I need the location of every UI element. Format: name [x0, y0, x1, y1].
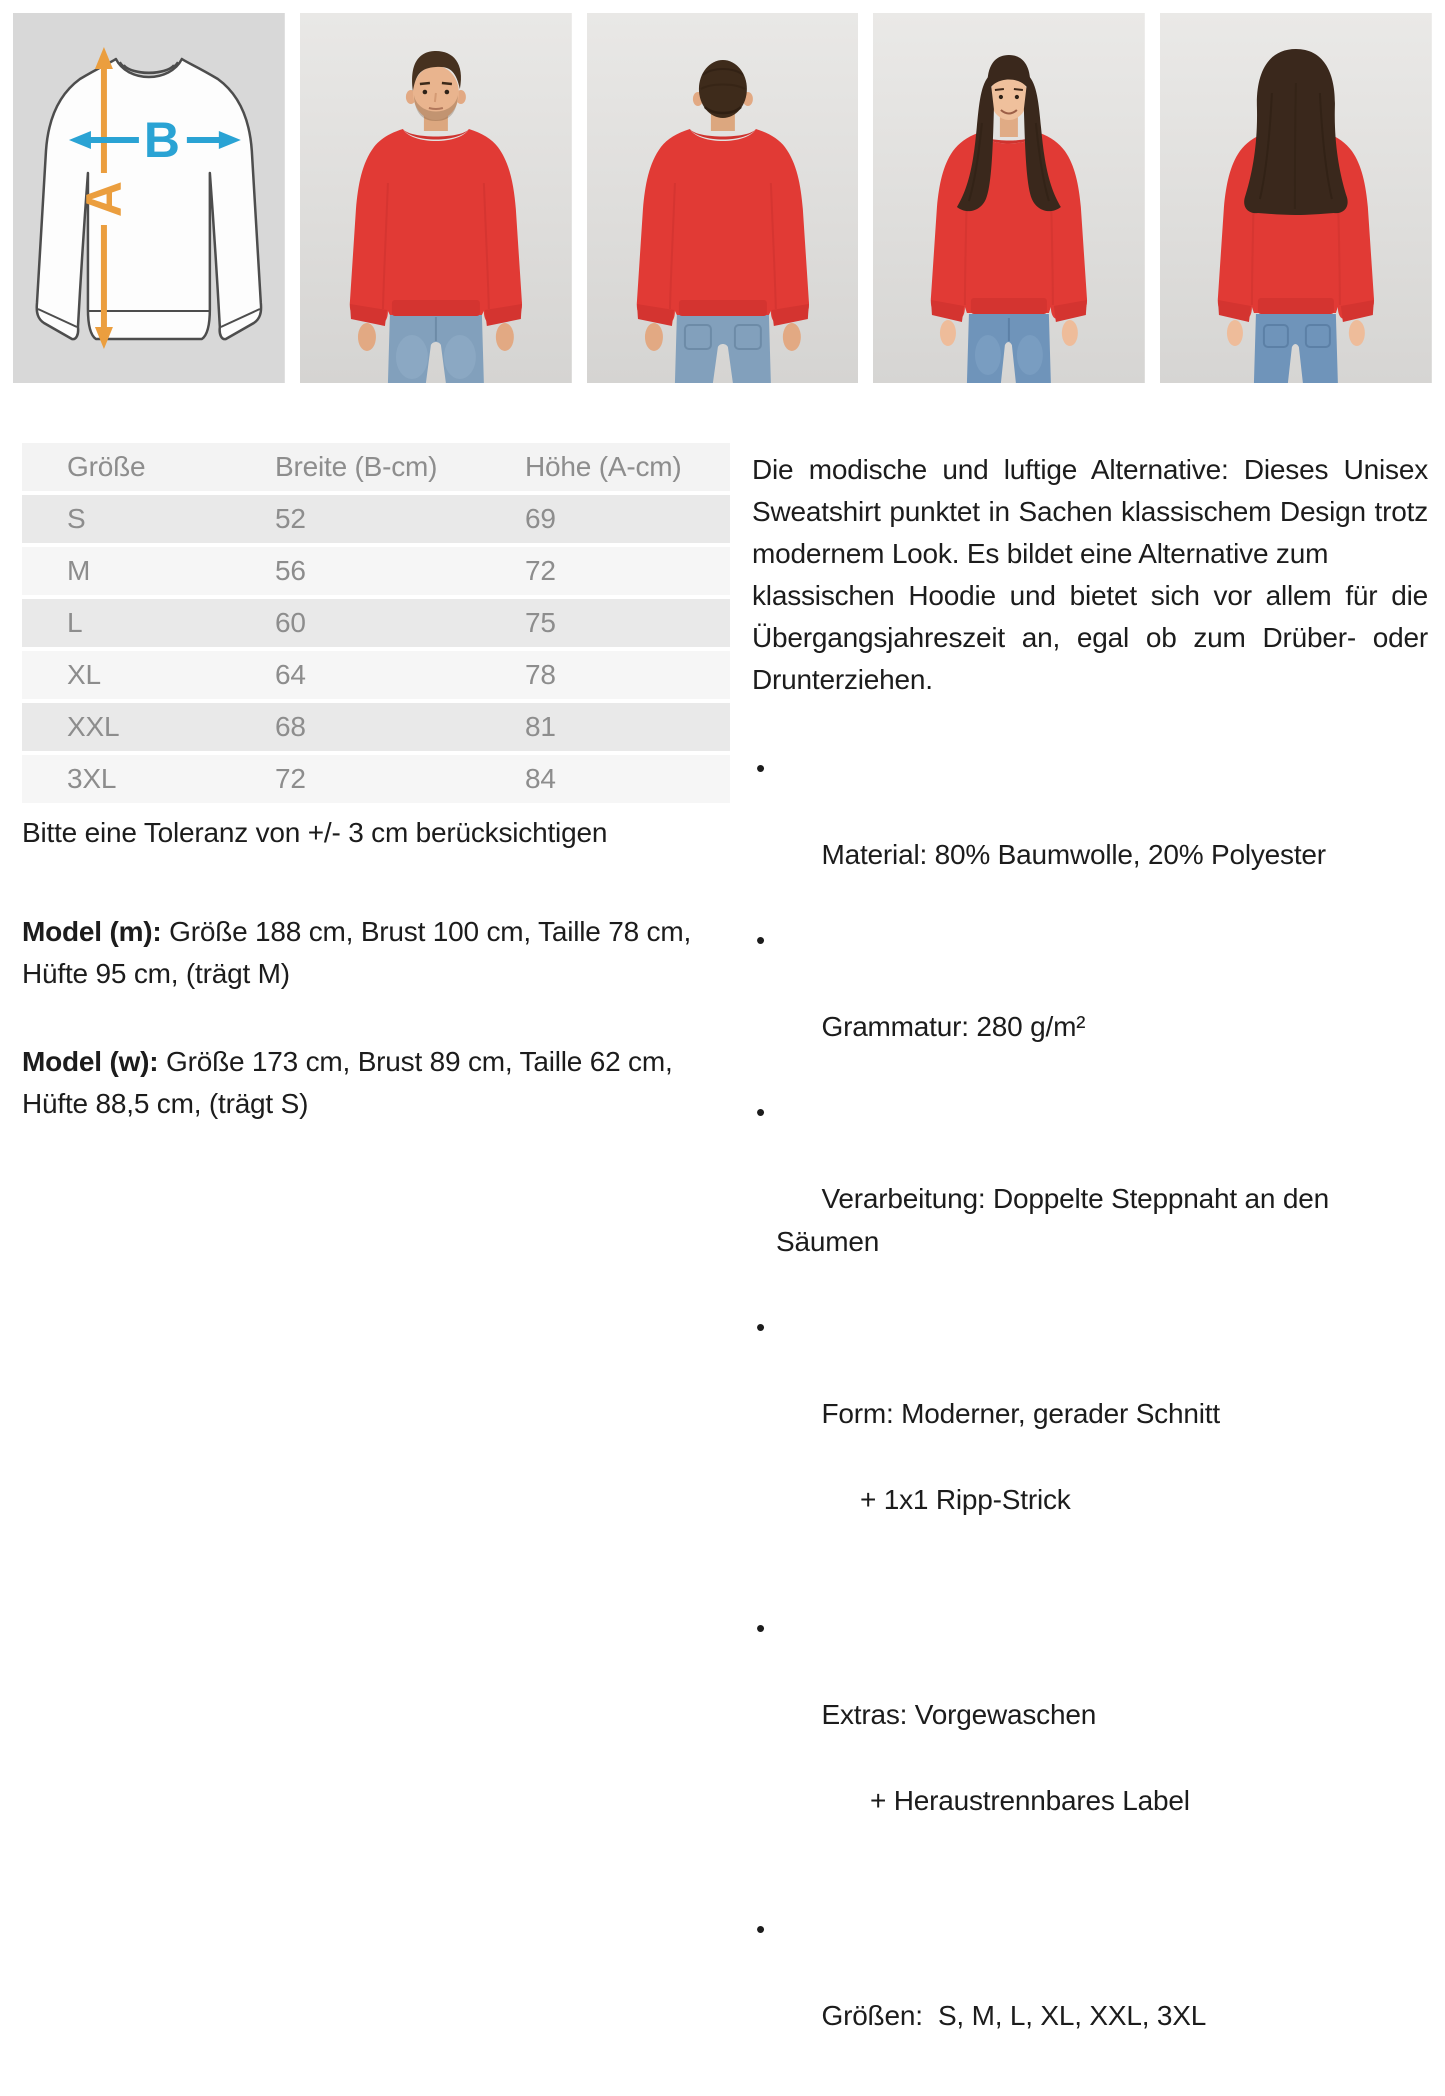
height-arrow: A	[76, 47, 132, 349]
size-info-column: Größe Breite (B-cm) Höhe (A-cm) S 52 69 …	[22, 443, 730, 1125]
bullet-icon: •	[756, 1097, 765, 1127]
table-row: M 56 72	[22, 547, 730, 595]
product-image-strip: A B	[13, 13, 1432, 383]
photo-female-back	[1160, 13, 1432, 383]
bullet-icon: •	[756, 1312, 765, 1342]
product-description-column: Die modische und luftige Alternative: Di…	[752, 443, 1428, 2096]
label-b: B	[144, 112, 180, 168]
feature-material: • Material: 80% Baumwolle, 20% Polyester	[752, 747, 1428, 919]
tolerance-note: Bitte eine Toleranz von +/- 3 cm berücks…	[22, 817, 608, 848]
table-row: 3XL 72 84	[22, 755, 730, 803]
bullet-icon: •	[756, 1914, 765, 1944]
male-back-photo	[586, 13, 859, 383]
feature-form-sub: + 1x1 Ripp-Strick	[860, 1484, 1071, 1515]
photo-male-front	[299, 13, 572, 383]
feature-extras-sub: + Heraustrennbares Label	[870, 1785, 1190, 1816]
feature-list: • Material: 80% Baumwolle, 20% Polyester…	[752, 747, 1428, 2080]
bullet-icon: •	[756, 925, 765, 955]
product-description: Die modische und luftige Alternative: Di…	[752, 454, 1428, 695]
feature-extras: • Extras: Vorgewaschen + Heraustrennbare…	[752, 1607, 1428, 1908]
col-header-width: Breite (B-cm)	[275, 451, 438, 482]
bullet-icon: •	[756, 753, 765, 783]
bullet-icon: •	[756, 1613, 765, 1643]
model-female-label: Model (w):	[22, 1046, 159, 1077]
photo-male-back	[586, 13, 859, 383]
col-header-size: Größe	[67, 451, 146, 482]
model-male-label: Model (m):	[22, 916, 162, 947]
size-table-header: Größe Breite (B-cm) Höhe (A-cm)	[22, 443, 730, 491]
model-male-measurements: Model (m): Größe 188 cm, Brust 100 cm, T…	[22, 916, 692, 989]
feature-verarbeitung: • Verarbeitung: Doppelte Steppnaht an de…	[752, 1091, 1428, 1306]
table-row: L 60 75	[22, 599, 730, 647]
feature-form: • Form: Moderner, gerader Schnitt + 1x1 …	[752, 1306, 1428, 1607]
table-row: S 52 69	[22, 495, 730, 543]
label-a: A	[76, 181, 132, 217]
feature-groessen: • Größen: S, M, L, XL, XXL, 3XL	[752, 1908, 1428, 2080]
photo-female-front	[873, 13, 1146, 383]
female-back-photo	[1160, 13, 1432, 383]
width-arrow: B	[68, 112, 241, 168]
sweatshirt-measure-diagram: A B	[13, 13, 285, 383]
female-front-photo	[873, 13, 1146, 383]
model-female-measurements: Model (w): Größe 173 cm, Brust 89 cm, Ta…	[22, 1046, 673, 1119]
size-diagram-panel: A B	[13, 13, 285, 383]
col-header-height: Höhe (A-cm)	[525, 451, 682, 482]
feature-grammatur: • Grammatur: 280 g/m²	[752, 919, 1428, 1091]
table-row: XXL 68 81	[22, 703, 730, 751]
size-table: Größe Breite (B-cm) Höhe (A-cm) S 52 69 …	[22, 443, 730, 803]
male-front-photo	[299, 13, 572, 383]
table-row: XL 64 78	[22, 651, 730, 699]
